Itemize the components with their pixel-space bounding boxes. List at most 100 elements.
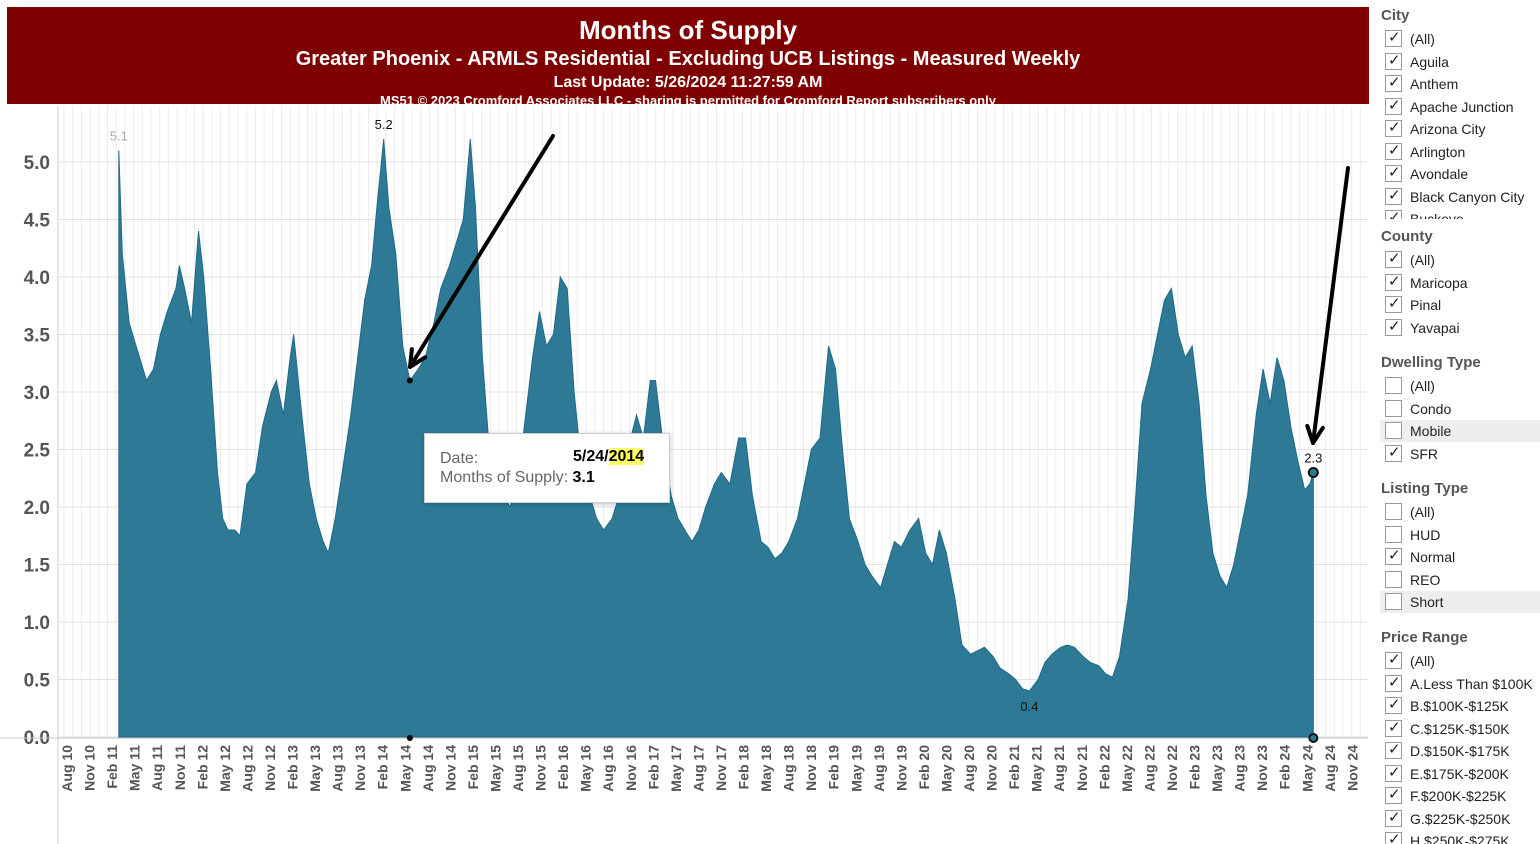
checkbox[interactable]: ✓ (1385, 741, 1402, 759)
checkbox[interactable]: ✓ (1385, 272, 1402, 291)
filter-option-label: A.Less Than $100K (1410, 675, 1533, 692)
checkbox[interactable]: ✓ (1385, 29, 1402, 47)
x-tick-label: Aug 16 (600, 745, 616, 792)
filter-option[interactable]: ✓ Arlington (1380, 141, 1540, 163)
filter-option-label: Normal (1410, 549, 1456, 565)
filter-option[interactable]: ✓ Aguila (1380, 51, 1540, 73)
filter-option[interactable]: ✓ Apache Junction (1380, 96, 1540, 118)
checkbox[interactable]: ✓ (1385, 187, 1402, 205)
checkbox[interactable] (1385, 570, 1402, 588)
filter-list-county[interactable]: ✓ (All) ✓ Maricopa ✓ Pinal ✓ Yavapai (1380, 249, 1540, 844)
filter-option-label: (All) (1410, 378, 1435, 394)
filter-option[interactable]: HUD (1380, 524, 1540, 546)
checkbox[interactable]: ✓ (1385, 295, 1402, 313)
checkbox[interactable]: ✓ (1385, 142, 1402, 160)
filter-list-price-range[interactable]: ✓ (All) ✓ A.Less Than $100K ✓ B.$100K-$125K ✓ C… (1380, 650, 1540, 844)
filter-option[interactable]: ✓ Buckeye (1380, 208, 1540, 219)
checkbox[interactable]: ✓ (1385, 164, 1402, 182)
filter-option[interactable]: ✓ D.$150K-$175K (1380, 740, 1540, 762)
checkbox[interactable] (1385, 525, 1402, 543)
x-tick-label: Feb 24 (1277, 745, 1293, 790)
filter-option-label: Arizona City (1410, 121, 1486, 137)
checkbox[interactable] (1385, 593, 1402, 610)
x-tick-label: Nov 19 (893, 745, 909, 791)
checkbox[interactable]: ✓ (1385, 547, 1402, 565)
filter-option[interactable]: REO (1380, 569, 1540, 591)
checkbox[interactable] (1385, 377, 1402, 394)
checkbox[interactable]: ✓ (1385, 209, 1402, 219)
filter-option[interactable]: ✓ H.$250K-$275K (1380, 830, 1540, 844)
y-tick-label: 2.5 (24, 441, 51, 462)
filter-option[interactable]: ✓ Black Canyon City (1380, 186, 1540, 208)
checkbox[interactable]: ✓ (1385, 786, 1402, 804)
x-tick-label: Feb 17 (645, 745, 661, 790)
checkbox[interactable]: ✓ (1385, 444, 1402, 462)
checkbox[interactable] (1385, 503, 1402, 520)
checkmark-icon: ✓ (1388, 317, 1401, 335)
filter-option[interactable]: ✓ Arizona City (1380, 118, 1540, 140)
filter-option-label: Short (1410, 594, 1444, 610)
x-tick-label: Feb 16 (555, 745, 571, 790)
checkbox[interactable]: ✓ (1385, 809, 1402, 827)
checkbox[interactable]: ✓ (1385, 674, 1402, 692)
filter-option[interactable]: ✓ (All) (1380, 28, 1540, 50)
filter-option[interactable]: ✓ (All) (1380, 650, 1540, 672)
checkmark-icon: ✓ (1388, 272, 1401, 290)
filter-option-label: G.$225K-$250K (1410, 810, 1511, 827)
checkbox[interactable]: ✓ (1385, 831, 1402, 844)
filter-option[interactable]: (All) (1380, 501, 1540, 523)
checkbox[interactable] (1385, 399, 1402, 417)
x-tick-label: May 23 (1209, 745, 1225, 792)
filter-option[interactable]: ✓ A.Less Than $100K (1380, 673, 1540, 695)
checkbox[interactable]: ✓ (1385, 250, 1402, 268)
filter-option[interactable]: ✓ G.$225K-$250K (1380, 808, 1540, 830)
filter-option[interactable]: ✓ Anthem (1380, 73, 1540, 95)
x-tick-label: Nov 24 (1344, 745, 1360, 791)
tooltip-supply-value: 3.1 (572, 469, 595, 486)
checkbox[interactable]: ✓ (1385, 52, 1402, 70)
x-tick-label: Aug 17 (690, 745, 706, 792)
checkbox[interactable]: ✓ (1385, 651, 1402, 669)
x-tick-label: Aug 21 (1051, 745, 1067, 792)
filter-option[interactable]: Mobile (1380, 420, 1540, 442)
filter-option[interactable]: ✓ Pinal (1380, 294, 1540, 316)
checkbox[interactable]: ✓ (1385, 97, 1402, 115)
filter-option[interactable]: Condo (1380, 398, 1540, 420)
filter-option[interactable]: ✓ B.$100K-$125K (1380, 695, 1540, 717)
filter-option[interactable]: ✓ C.$125K-$150K (1380, 718, 1540, 740)
x-tick-label: Nov 11 (172, 745, 188, 790)
filter-panel: City ✓ (All) ✓ Aguila ✓ Anthem ✓ Apache Junction… (1380, 0, 1540, 844)
filter-list-listing-type[interactable]: (All) HUD ✓ Normal REO Short (1380, 501, 1540, 844)
checkbox[interactable]: ✓ (1385, 719, 1402, 737)
filter-option[interactable]: ✓ Avondale (1380, 163, 1540, 185)
x-tick-label: Aug 12 (239, 745, 255, 792)
checkmark-icon: ✓ (1388, 831, 1401, 844)
filter-option[interactable]: ✓ SFR (1380, 443, 1540, 465)
filter-option[interactable]: ✓ F.$200K-$225K (1380, 785, 1540, 807)
x-tick-label: Feb 19 (826, 745, 842, 790)
filter-option[interactable]: (All) (1380, 375, 1540, 397)
filter-option[interactable]: ✓ Maricopa (1380, 272, 1540, 294)
filter-option[interactable]: ✓ Yavapai (1380, 317, 1540, 339)
filter-list-dwelling-type[interactable]: (All) Condo Mobile ✓ SFR (1380, 375, 1540, 844)
checkbox[interactable] (1385, 422, 1402, 439)
filter-option-label: E.$175K-$200K (1410, 765, 1509, 782)
filter-option-label: Arlington (1410, 143, 1466, 160)
y-tick-label: 4.5 (24, 211, 51, 232)
filter-option[interactable]: ✓ (All) (1380, 249, 1540, 271)
callout-arrow-2024 (1311, 166, 1350, 445)
checkbox[interactable]: ✓ (1385, 696, 1402, 714)
filter-title-county: County (1381, 228, 1433, 245)
x-tick-label: Feb 13 (285, 745, 301, 790)
checkbox[interactable]: ✓ (1385, 119, 1402, 137)
x-tick-label: Nov 15 (533, 745, 549, 791)
filter-option[interactable]: ✓ E.$175K-$200K (1380, 763, 1540, 785)
filter-option[interactable]: ✓ Normal (1380, 546, 1540, 568)
checkbox[interactable]: ✓ (1385, 74, 1402, 92)
checkbox[interactable]: ✓ (1385, 764, 1402, 782)
filter-list-city[interactable]: ✓ (All) ✓ Aguila ✓ Anthem ✓ Apache Junction ✓ Ari… (1380, 28, 1540, 219)
filter-option[interactable]: Short (1380, 591, 1540, 613)
checkmark-icon: ✓ (1388, 786, 1401, 803)
checkbox[interactable]: ✓ (1385, 317, 1402, 336)
